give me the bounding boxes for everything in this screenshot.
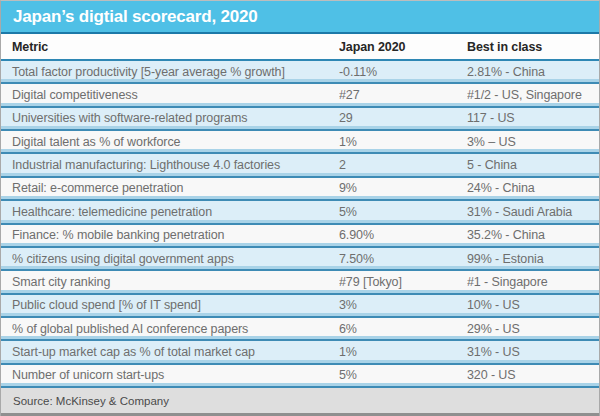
metric-cell: Smart city ranking (1, 275, 339, 289)
best-in-class-cell: 5 - China (467, 158, 599, 172)
table-row: Industrial manufacturing: Lighthouse 4.0… (1, 154, 599, 177)
japan-value-cell: 5% (339, 368, 467, 382)
japan-value-cell: 2 (339, 158, 467, 172)
table-header-row: Metric Japan 2020 Best in class (1, 34, 599, 61)
japan-value-cell: 5% (339, 205, 467, 219)
table-row: % citizens using digital government apps… (1, 248, 599, 271)
metric-cell: Finance: % mobile banking penetration (1, 228, 339, 242)
japan-value-cell: #79 [Tokyo] (339, 275, 467, 289)
table-row: Smart city ranking #79 [Tokyo] #1 - Sing… (1, 271, 599, 294)
japan-value-cell: -0.11% (339, 65, 467, 79)
japan-value-cell: #27 (339, 88, 467, 102)
metric-cell: Start-up market cap as % of total market… (1, 345, 339, 359)
metric-cell: Digital competitiveness (1, 88, 339, 102)
table-row: Retail: e-commerce penetration 9% 24% - … (1, 178, 599, 201)
table-row: Finance: % mobile banking penetration 6.… (1, 225, 599, 248)
metric-cell: Digital talent as % of workforce (1, 135, 339, 149)
table-row: Public cloud spend [% of IT spend] 3% 10… (1, 295, 599, 318)
japan-value-cell: 29 (339, 111, 467, 125)
japan-value-cell: 3% (339, 298, 467, 312)
metric-cell: Public cloud spend [% of IT spend] (1, 298, 339, 312)
japan-value-cell: 1% (339, 345, 467, 359)
japan-value-cell: 1% (339, 135, 467, 149)
best-in-class-cell: 31% - US (467, 345, 599, 359)
best-in-class-cell: 2.81% - China (467, 65, 599, 79)
metric-cell: Industrial manufacturing: Lighthouse 4.0… (1, 158, 339, 172)
source-text: Source: McKinsey & Company (13, 395, 169, 407)
japan-value-cell: 6.90% (339, 228, 467, 242)
metric-cell: Total factor productivity [5-year averag… (1, 65, 339, 79)
table-row: Total factor productivity [5-year averag… (1, 61, 599, 84)
best-in-class-cell: 31% - Saudi Arabia (467, 205, 599, 219)
best-in-class-cell: 117 - US (467, 111, 599, 125)
page-title: Japan’s digtial scorecard, 2020 (13, 7, 258, 27)
japan-value-cell: 7.50% (339, 252, 467, 266)
best-in-class-cell: #1 - Singapore (467, 275, 599, 289)
column-header-metric: Metric (1, 40, 339, 54)
table-row: Digital talent as % of workforce 1% 3% –… (1, 131, 599, 154)
table-row: Healthcare: telemedicine penetration 5% … (1, 201, 599, 224)
best-in-class-cell: 24% - China (467, 181, 599, 195)
best-in-class-cell: 99% - Estonia (467, 252, 599, 266)
metric-cell: Universities with software-related progr… (1, 111, 339, 125)
scorecard-table: Japan’s digtial scorecard, 2020 Metric J… (0, 0, 600, 416)
best-in-class-cell: 320 - US (467, 368, 599, 382)
metric-cell: Retail: e-commerce penetration (1, 181, 339, 195)
title-bar: Japan’s digtial scorecard, 2020 (1, 1, 599, 32)
column-header-japan-2020: Japan 2020 (339, 40, 467, 54)
best-in-class-cell: 35.2% - China (467, 228, 599, 242)
best-in-class-cell: 29% - US (467, 322, 599, 336)
japan-value-cell: 6% (339, 322, 467, 336)
best-in-class-cell: 3% – US (467, 135, 599, 149)
table-row: % of global published AI conference pape… (1, 318, 599, 341)
metric-cell: Number of unicorn start-ups (1, 368, 339, 382)
table-row: Universities with software-related progr… (1, 108, 599, 131)
metric-cell: % of global published AI conference pape… (1, 322, 339, 336)
column-header-best-in-class: Best in class (467, 40, 599, 54)
best-in-class-cell: 10% - US (467, 298, 599, 312)
table-row: Number of unicorn start-ups 5% 320 - US (1, 365, 599, 388)
metric-cell: Healthcare: telemedicine penetration (1, 205, 339, 219)
table-row: Digital competitiveness #27 #1/2 - US, S… (1, 84, 599, 107)
metric-cell: % citizens using digital government apps (1, 252, 339, 266)
table-body: Total factor productivity [5-year averag… (1, 61, 599, 388)
japan-value-cell: 9% (339, 181, 467, 195)
source-footer: Source: McKinsey & Company (1, 388, 599, 416)
best-in-class-cell: #1/2 - US, Singapore (467, 88, 599, 102)
table-row: Start-up market cap as % of total market… (1, 341, 599, 364)
